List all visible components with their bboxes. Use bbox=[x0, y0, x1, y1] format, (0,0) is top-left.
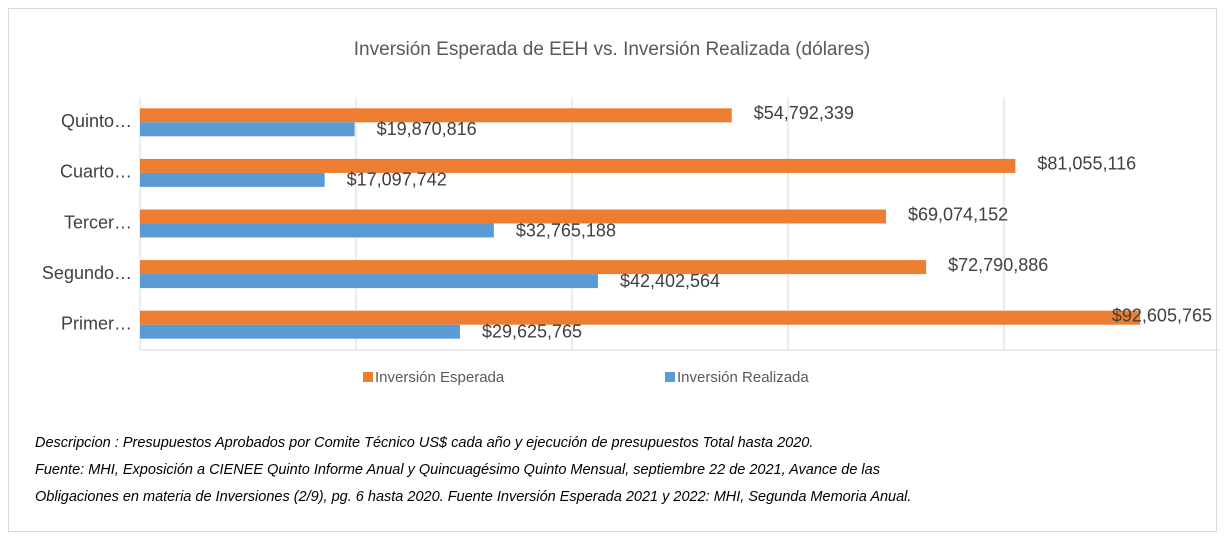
note: Descripcion : Presupuestos Aprobados por… bbox=[35, 435, 813, 451]
y-tick-label: Segundo… bbox=[42, 263, 132, 283]
bar bbox=[140, 310, 1141, 325]
bar bbox=[140, 209, 887, 224]
data-label: $32,765,188 bbox=[516, 220, 616, 240]
data-label: $92,605,765 bbox=[1112, 305, 1212, 325]
bar bbox=[140, 158, 1016, 173]
bar bbox=[140, 122, 355, 137]
data-label: $54,792,339 bbox=[754, 103, 854, 123]
y-tick-label: Tercer… bbox=[64, 212, 132, 232]
legend-label: Inversión Realizada bbox=[677, 369, 809, 386]
data-label: $17,097,742 bbox=[347, 170, 447, 190]
y-tick-label: Primer… bbox=[61, 313, 132, 333]
data-label: $29,625,765 bbox=[482, 321, 582, 341]
bar bbox=[140, 223, 494, 238]
data-label: $81,055,116 bbox=[1037, 154, 1136, 174]
bar bbox=[140, 260, 927, 275]
legend-swatch bbox=[363, 372, 373, 382]
note: Fuente: MHI, Exposición a CIENEE Quinto … bbox=[35, 462, 880, 478]
y-tick-label: Quinto… bbox=[61, 111, 132, 131]
legend-swatch bbox=[665, 372, 675, 382]
note: Obligaciones en materia de Inversiones (… bbox=[35, 489, 911, 505]
bar bbox=[140, 324, 460, 339]
bar bbox=[140, 108, 732, 123]
data-label: $42,402,564 bbox=[620, 271, 720, 291]
chart-title: Inversión Esperada de EEH vs. Inversión … bbox=[354, 39, 870, 60]
data-label: $72,790,886 bbox=[948, 255, 1048, 275]
bar bbox=[140, 172, 325, 187]
legend-label: Inversión Esperada bbox=[375, 369, 505, 386]
data-label: $19,870,816 bbox=[377, 119, 477, 139]
y-tick-label: Cuarto… bbox=[60, 162, 132, 182]
bar bbox=[140, 274, 598, 289]
data-label: $69,074,152 bbox=[908, 204, 1008, 224]
